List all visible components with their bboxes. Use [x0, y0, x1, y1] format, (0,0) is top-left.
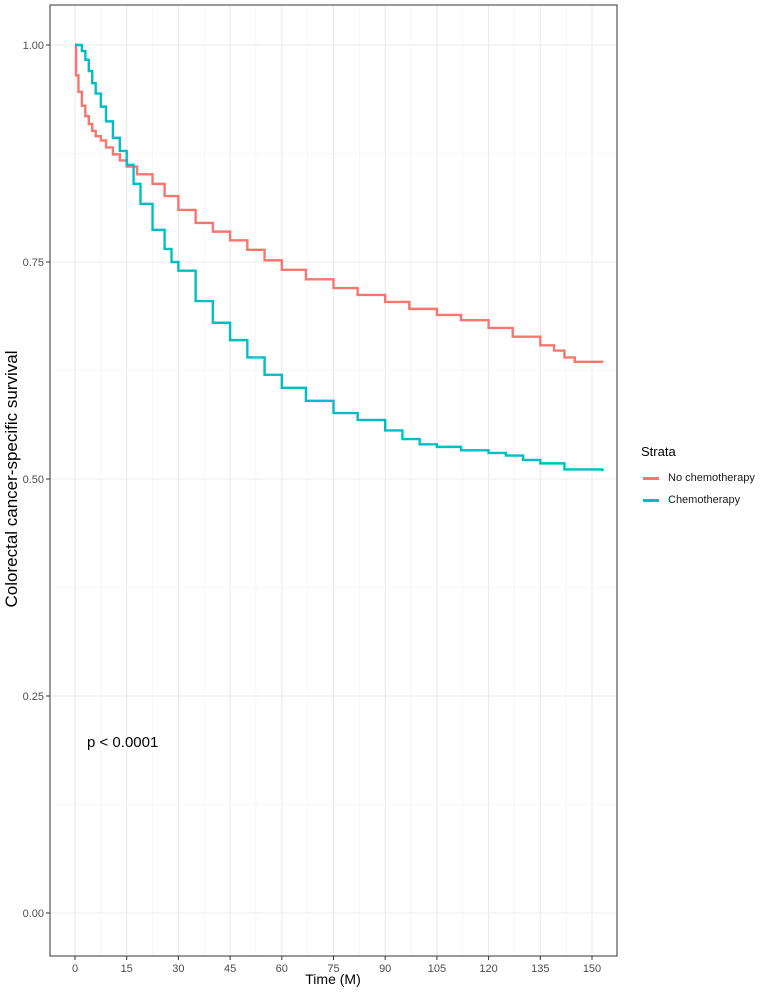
curve-chemotherapy	[75, 43, 604, 472]
legend-title: Strata	[641, 444, 676, 459]
y-tick-label: 0.00	[23, 908, 44, 920]
x-tick-label: 15	[121, 963, 133, 975]
y-tick-label: 1.00	[23, 40, 44, 52]
x-tick-label: 0	[72, 963, 78, 975]
x-axis-title: Time (M)	[305, 971, 360, 987]
legend-label: Chemotherapy	[668, 494, 741, 506]
legend-label: No chemotherapy	[668, 472, 755, 484]
x-tick-label: 45	[224, 963, 236, 975]
legend-swatch-teal	[643, 498, 659, 502]
x-tick-label: 30	[172, 963, 184, 975]
y-axis-ticks: 0.00 0.25 0.50 0.75 1.00	[23, 40, 50, 920]
curve-no-chemotherapy	[74, 43, 604, 364]
x-axis-ticks: 0 15 30 45 60 75 90 105 120 135 150	[72, 956, 601, 975]
grid-lines	[51, 6, 616, 955]
x-tick-label: 120	[479, 963, 497, 975]
y-tick-label: 0.75	[23, 257, 44, 269]
x-tick-label: 60	[276, 963, 288, 975]
y-tick-label: 0.50	[23, 474, 44, 486]
legend-item-chemotherapy: Chemotherapy	[641, 489, 755, 511]
x-tick-label: 90	[379, 963, 391, 975]
legend: Strata No chemotherapy Chemotherapy	[641, 444, 755, 511]
x-tick-label: 75	[327, 963, 339, 975]
x-tick-label: 105	[428, 963, 446, 975]
x-tick-label: 150	[583, 963, 601, 975]
p-value-annotation: p < 0.0001	[87, 734, 158, 751]
y-axis-title: Colorectal cancer-specific survival	[2, 351, 21, 608]
x-tick-label: 135	[531, 963, 549, 975]
y-tick-label: 0.25	[23, 691, 44, 703]
legend-swatch-red	[643, 476, 659, 480]
legend-item-no-chemotherapy: No chemotherapy	[641, 467, 755, 489]
survival-curves	[74, 43, 604, 472]
